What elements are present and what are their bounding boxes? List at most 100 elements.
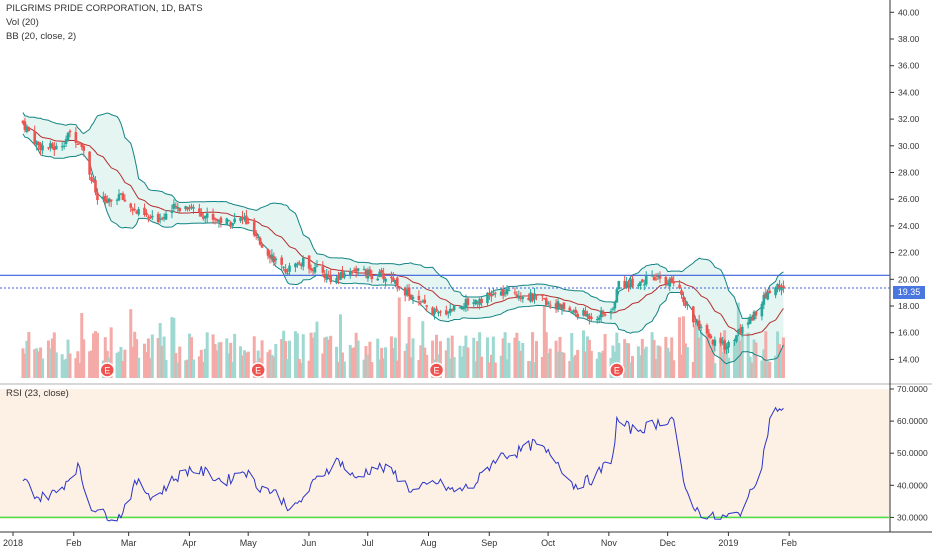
candle-body [274, 258, 278, 261]
volume-bar [233, 333, 237, 378]
candle-body [115, 199, 119, 201]
candle-body [419, 301, 423, 303]
candle-body [49, 143, 52, 149]
candle-body [707, 333, 711, 337]
volume-bar [115, 352, 119, 378]
candle-body [266, 249, 270, 256]
candle-body [568, 307, 572, 311]
candle-body [595, 319, 599, 321]
volume-bar [109, 327, 113, 378]
candle-body [390, 276, 393, 279]
candle-body [517, 295, 521, 299]
volume-bar [90, 350, 94, 378]
volume-bar [368, 341, 372, 378]
volume-bar [23, 353, 27, 378]
candle-body [160, 218, 164, 220]
candle-body [260, 244, 264, 248]
candle-body [725, 346, 728, 350]
volume-bar [699, 331, 703, 378]
volume-bar [297, 358, 301, 378]
price-tick-label: 14.00 [898, 354, 920, 364]
volume-bar [707, 332, 711, 378]
candle-body [464, 299, 468, 308]
price-tick-label: 22.00 [898, 248, 920, 258]
candle-body [92, 180, 95, 183]
time-tick-label: Jun [302, 538, 317, 548]
volume-bar [54, 352, 58, 378]
volume-bar [576, 349, 580, 378]
time-tick-label: 2018 [3, 538, 23, 548]
candle-body [229, 222, 233, 226]
volume-bar [734, 336, 738, 378]
candle-body [668, 278, 672, 287]
candle-body [533, 293, 536, 300]
time-tick-label: Feb [66, 538, 82, 548]
volume-bar [599, 353, 603, 378]
candle-body [227, 219, 231, 221]
volume-bar [103, 337, 107, 378]
volume-bar [554, 340, 558, 378]
bollinger-upper-band [22, 112, 784, 319]
candle-body [691, 306, 695, 323]
candle-body [62, 145, 66, 147]
volume-bar [505, 359, 509, 378]
volume-bar [515, 332, 519, 378]
candle-body [147, 216, 150, 218]
volume-bar [395, 360, 399, 378]
candle-body [727, 341, 730, 348]
time-tick-label: Feb [781, 538, 797, 548]
volume-bar [50, 338, 54, 378]
candle-body [53, 146, 56, 151]
volume-bar [397, 297, 401, 378]
volume-bar [215, 350, 219, 378]
volume-bar [681, 316, 685, 378]
volume-bar [533, 362, 537, 378]
candle-body [339, 272, 342, 281]
time-tick-label: Mar [121, 538, 137, 548]
candle-body [576, 313, 579, 317]
candle-body [133, 208, 136, 210]
volume-bar [201, 362, 205, 378]
volume-bar [48, 348, 52, 378]
volume-bar [558, 336, 562, 378]
candle-body [252, 221, 256, 236]
candle-body [37, 142, 40, 146]
volume-bar [513, 337, 517, 378]
volume-bar [568, 361, 572, 378]
candle-body [778, 284, 781, 289]
candle-body [107, 198, 111, 203]
volume-bar [627, 343, 631, 378]
candle-body [719, 338, 723, 344]
candlesticks [21, 117, 785, 355]
candle-body [480, 298, 483, 304]
volume-bar [654, 359, 658, 378]
earnings-marker-label: E [104, 366, 110, 376]
price-tick-label: 34.00 [898, 87, 920, 97]
volume-bar [760, 360, 764, 378]
volume-bar [39, 347, 43, 378]
candle-body [474, 299, 478, 305]
candle-body [403, 287, 407, 296]
volume-bar [244, 352, 248, 378]
volume-bar [405, 343, 409, 378]
price-tick-label: 18.00 [898, 301, 920, 311]
volume-bar [503, 332, 507, 378]
candle-body [527, 297, 530, 301]
volume-bar [546, 353, 550, 378]
time-tick-label: May [240, 538, 258, 548]
candle-body [156, 213, 160, 223]
volume-bar [587, 339, 591, 378]
volume-bar [521, 342, 525, 378]
candle-body [586, 313, 589, 317]
volume-bar [721, 351, 725, 378]
volume-bar [411, 338, 415, 378]
candle-body [531, 294, 534, 301]
candle-body [233, 218, 236, 223]
volume-bar [448, 358, 452, 378]
volume-bar [338, 314, 342, 378]
candle-body [529, 292, 532, 302]
candle-body [384, 278, 387, 282]
candle-body [599, 310, 603, 318]
volume-bar [160, 345, 164, 378]
candle-body [225, 218, 229, 225]
